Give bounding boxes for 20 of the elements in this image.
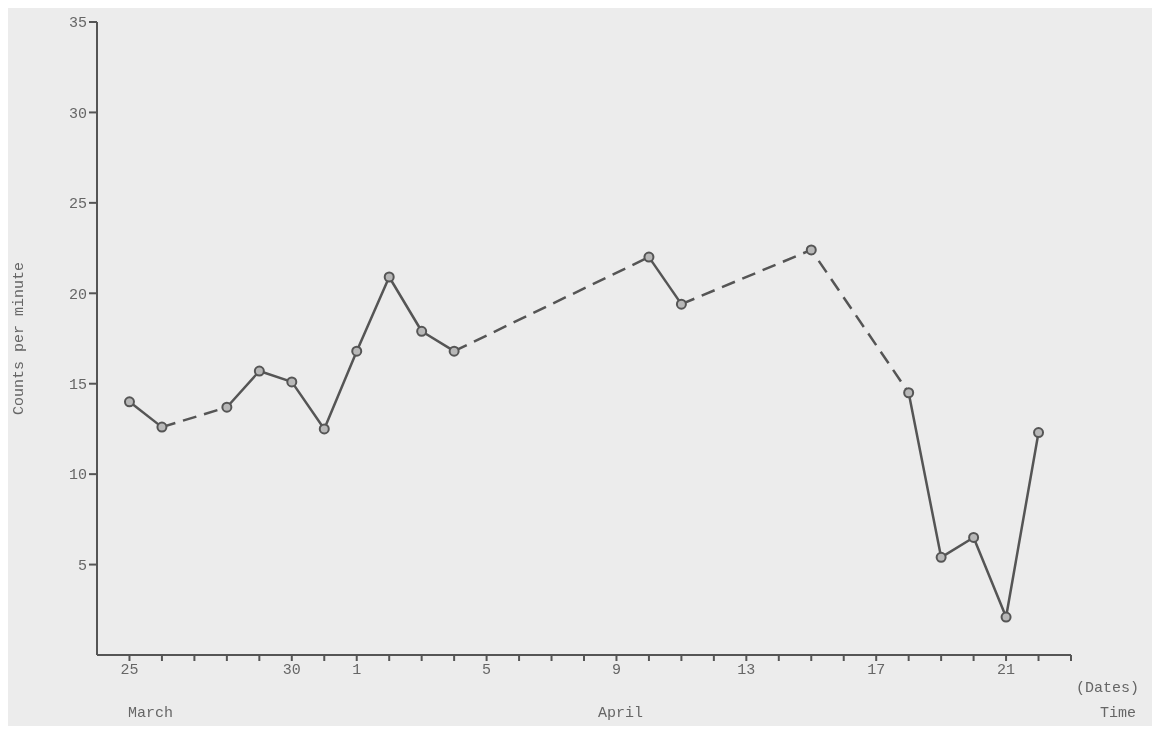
y-tick-label: 30 xyxy=(68,105,87,123)
y-tick-label: 20 xyxy=(68,286,87,304)
y-tick-label: 35 xyxy=(68,15,87,33)
x-tick-label: 30 xyxy=(282,661,301,679)
y-tick-label: 10 xyxy=(68,467,87,485)
x-tick-label: 25 xyxy=(120,661,139,679)
y-axis-title: Counts per minute xyxy=(11,261,29,416)
x-tick-label: 21 xyxy=(997,661,1016,679)
x-tick-label: 17 xyxy=(867,661,886,679)
x-tick-label: 13 xyxy=(737,661,756,679)
x-tick-label: 1 xyxy=(352,661,362,679)
x-axis-title: Time xyxy=(1100,705,1137,722)
y-tick-label: 25 xyxy=(68,196,87,214)
x-tick-label: 9 xyxy=(611,661,621,679)
y-tick-label: 15 xyxy=(68,377,87,395)
text: (Dates) xyxy=(1076,680,1140,697)
text: April xyxy=(598,705,644,722)
x-tick-label: 5 xyxy=(482,661,492,679)
y-tick-label: 5 xyxy=(77,557,87,575)
text: March xyxy=(128,705,174,722)
